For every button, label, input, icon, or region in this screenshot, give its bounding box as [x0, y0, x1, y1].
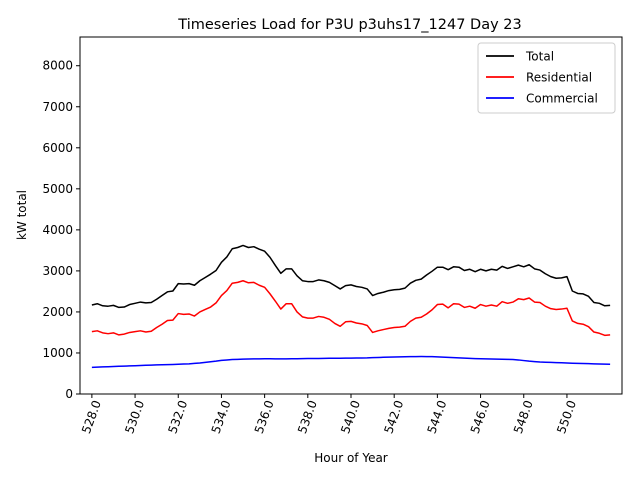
x-axis-label: Hour of Year: [314, 451, 388, 465]
y-tick-label: 6000: [42, 141, 73, 155]
y-tick-label: 8000: [42, 59, 73, 73]
y-tick-label: 7000: [42, 100, 73, 114]
y-tick-label: 4000: [42, 223, 73, 237]
y-tick-label: 5000: [42, 182, 73, 196]
legend-label-total: Total: [525, 50, 554, 64]
legend-frame: [477, 42, 616, 114]
series-line-total: [91, 244, 611, 309]
legend-label-residential: Residential: [526, 71, 592, 85]
y-axis-label: kW total: [15, 190, 29, 240]
series-line-commercial: [91, 355, 611, 369]
y-axis-ticks: 0 1000 2000 3000 4000 5000 6000 7000 8000: [42, 59, 80, 401]
y-tick-label: 3000: [42, 264, 73, 278]
y-tick-label: 2000: [42, 305, 73, 319]
y-tick-label: 0: [65, 387, 73, 401]
series-layer: [91, 244, 611, 369]
legend: Total Residential Commercial: [477, 42, 616, 114]
series-line-residential: [91, 279, 611, 337]
plot-area: [79, 36, 623, 395]
chart-title: Timeseries Load for P3U p3uhs17_1247 Day…: [177, 17, 521, 33]
y-tick-label: 1000: [42, 346, 73, 360]
legend-label-commercial: Commercial: [526, 92, 598, 106]
